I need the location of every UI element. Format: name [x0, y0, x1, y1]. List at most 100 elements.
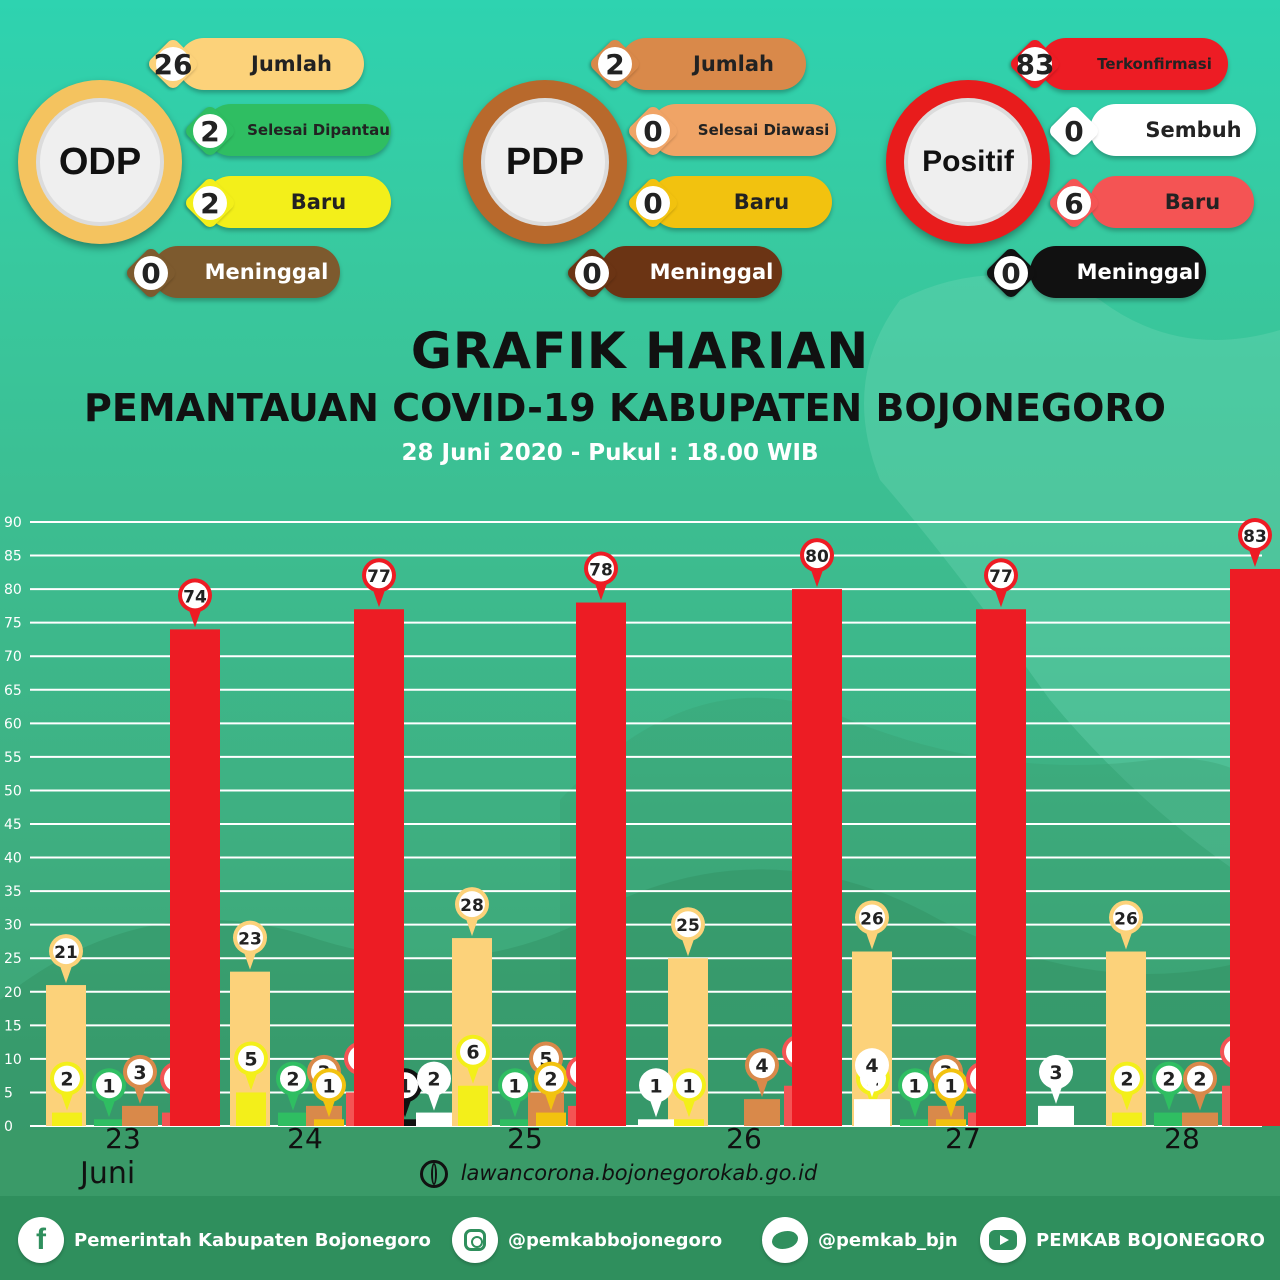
- website-link[interactable]: lawancorona.bojonegorokab.go.id: [420, 1160, 817, 1188]
- y-tick-label: 55: [4, 750, 22, 766]
- stat-label: Sembuh: [1145, 118, 1242, 142]
- footer-link[interactable]: @pemkabbojonegoro: [452, 1210, 722, 1270]
- stat-label: Meninggal: [204, 260, 329, 284]
- bar: [638, 1119, 674, 1126]
- data-label: 77: [984, 558, 1018, 608]
- stat-label: Selesai Dipantau: [247, 121, 390, 139]
- bar: [458, 1085, 488, 1126]
- stat-value: 0: [582, 256, 602, 290]
- chart-subtitle: PEMANTAUAN COVID-19 KABUPATEN BOJONEGORO: [84, 386, 1166, 430]
- data-label-text: 1: [508, 1075, 521, 1097]
- y-tick-label: 70: [4, 649, 22, 665]
- footer-link[interactable]: @pemkab_bjn: [762, 1210, 958, 1270]
- stat-value-badge: 0: [984, 246, 1038, 300]
- footer-link[interactable]: PEMKAB BOJONEGORO: [980, 1210, 1265, 1270]
- stat-value: 0: [643, 114, 663, 148]
- daily-bar-chart: 0510152025303540455055606570758085902123…: [4, 515, 1280, 1135]
- data-label-text: 2: [427, 1069, 440, 1091]
- y-tick-label: 40: [4, 851, 22, 867]
- report-timestamp: 28 Juni 2020 - Pukul : 18.00 WIB: [401, 440, 819, 466]
- stat-value: 6: [1064, 186, 1084, 220]
- stat-pill: Selesai Diawasi: [650, 104, 836, 156]
- y-tick-label: 60: [4, 716, 22, 732]
- data-label-text: 77: [367, 567, 391, 587]
- stat-label: Selesai Diawasi: [697, 121, 830, 139]
- data-label-text: 21: [54, 943, 78, 963]
- cluster-title: ODP: [36, 98, 164, 226]
- data-label: 1: [934, 1068, 968, 1118]
- bar: [1038, 1105, 1074, 1126]
- stat-label: Terkonfirmasi: [1097, 55, 1212, 73]
- data-label-text: 78: [589, 561, 613, 581]
- stat-label: Jumlah: [693, 52, 774, 76]
- data-label: 2: [1152, 1061, 1186, 1111]
- data-label: 74: [178, 578, 212, 628]
- data-label: 1: [498, 1068, 532, 1118]
- bar: [1112, 1112, 1142, 1126]
- bar: [94, 1119, 124, 1126]
- stat-label: Baru: [733, 190, 790, 214]
- bar: [416, 1112, 452, 1126]
- stat-pill: Terkonfirmasi: [1040, 38, 1228, 90]
- bar: [500, 1119, 530, 1126]
- y-tick-label: 80: [4, 582, 22, 598]
- data-label-text: 1: [944, 1075, 957, 1097]
- stat-label: Meninggal: [1076, 260, 1201, 284]
- bar: [744, 1099, 780, 1126]
- data-label-text: 2: [1193, 1069, 1206, 1091]
- data-label-text: 2: [60, 1069, 73, 1091]
- bar: [1182, 1112, 1218, 1126]
- stat-pill: Selesai Dipantau: [205, 104, 391, 156]
- data-label: 1: [898, 1068, 932, 1118]
- data-label-text: 3: [1049, 1062, 1062, 1084]
- stat-pill: Jumlah: [178, 38, 364, 90]
- data-label: 26: [855, 900, 889, 950]
- footer-link[interactable]: f Pemerintah Kabupaten Bojonegoro: [18, 1210, 431, 1270]
- bar: [674, 1119, 704, 1126]
- data-label-text: 6: [466, 1042, 479, 1064]
- stat-value-badge: 0: [124, 246, 178, 300]
- stat-value-badge: 2: [588, 37, 642, 91]
- data-label-text: 4: [865, 1055, 878, 1077]
- footer-text: @pemkabbojonegoro: [508, 1229, 723, 1251]
- bar: [170, 629, 220, 1126]
- stat-value: 0: [1001, 256, 1021, 290]
- data-label: 1: [672, 1068, 706, 1118]
- y-tick-label: 0: [4, 1119, 13, 1135]
- bar: [1154, 1112, 1184, 1126]
- bar: [314, 1119, 344, 1126]
- footer-text: Pemerintah Kabupaten Bojonegoro: [74, 1229, 431, 1251]
- x-tick-label: 26: [726, 1122, 762, 1155]
- data-label-text: 3: [133, 1062, 146, 1084]
- data-label: 1: [312, 1068, 346, 1118]
- stat-value-badge: 6: [1047, 176, 1101, 230]
- stat-pill: Baru: [650, 176, 832, 228]
- stat-value-badge: 26: [146, 37, 200, 91]
- y-tick-label: 85: [4, 549, 22, 565]
- bar: [354, 609, 404, 1126]
- data-label: 77: [362, 558, 396, 608]
- cluster-title: Positif: [904, 98, 1032, 226]
- data-label: 2: [1110, 1061, 1144, 1111]
- data-label: 2: [534, 1061, 568, 1111]
- y-tick-label: 50: [4, 783, 22, 799]
- footer-text: PEMKAB BOJONEGORO: [1036, 1229, 1265, 1251]
- data-label-text: 2: [1162, 1069, 1175, 1091]
- stat-pill: Jumlah: [620, 38, 806, 90]
- data-label-text: 1: [322, 1075, 335, 1097]
- globe-icon: [420, 1160, 448, 1188]
- y-tick-label: 65: [4, 683, 22, 699]
- stat-pill: Baru: [205, 176, 391, 228]
- stat-value-badge: 2: [183, 176, 237, 230]
- data-label: 25: [671, 907, 705, 957]
- y-tick-label: 30: [4, 918, 22, 934]
- data-label: 2: [417, 1061, 451, 1111]
- data-label-text: 1: [682, 1075, 695, 1097]
- data-label: 2: [276, 1061, 310, 1111]
- x-tick-label: 25: [507, 1122, 543, 1155]
- data-label: 28: [455, 887, 489, 937]
- data-label: 4: [855, 1048, 889, 1098]
- data-label: 80: [800, 538, 834, 588]
- stat-value: 0: [141, 256, 161, 290]
